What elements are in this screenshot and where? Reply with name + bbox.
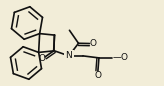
Text: N: N <box>66 51 72 60</box>
Text: —O: —O <box>112 53 128 62</box>
Text: O: O <box>39 54 46 63</box>
Text: O: O <box>90 39 96 48</box>
Text: O: O <box>94 71 101 80</box>
